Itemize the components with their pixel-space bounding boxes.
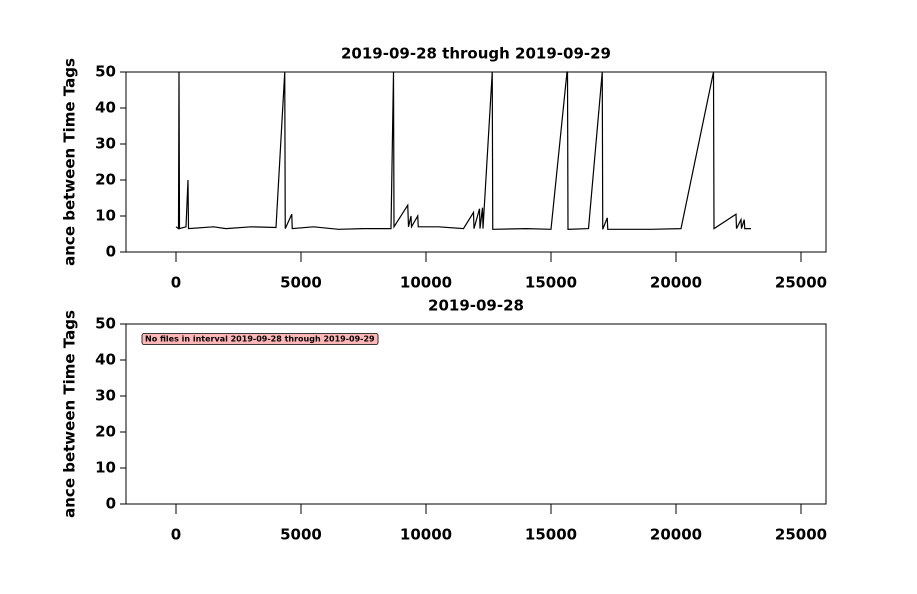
x-tick-label: 5000 [280,274,322,292]
y-axis-label: ance between Time Tags [61,310,79,518]
y-tick-label: 0 [106,243,116,261]
y-axis-label: ance between Time Tags [61,58,79,266]
x-tick-label: 20000 [650,274,702,292]
y-tick-label: 10 [95,207,116,225]
x-tick-label: 20000 [650,526,702,544]
y-tick-label: 10 [95,459,116,477]
y-tick-label: 40 [95,99,116,117]
annotation-box [141,333,379,345]
chart-title: 2019-09-28 [428,297,524,315]
x-tick-label: 15000 [525,526,577,544]
y-tick-label: 30 [95,387,116,405]
x-tick-label: 0 [171,274,181,292]
y-tick-label: 0 [106,495,116,513]
x-tick-label: 5000 [280,526,322,544]
x-tick-label: 25000 [775,526,827,544]
x-tick-label: 10000 [400,526,452,544]
y-tick-label: 20 [95,171,116,189]
x-tick-label: 15000 [525,274,577,292]
data-line [175,71,751,230]
plot-frame [125,323,827,505]
x-tick-label: 25000 [775,274,827,292]
plot-frame [125,71,827,253]
y-tick-label: 20 [95,423,116,441]
y-tick-label: 40 [95,351,116,369]
y-tick-label: 50 [95,315,116,333]
x-tick-label: 10000 [400,274,452,292]
annotation-text: No files in interval 2019-09-28 through … [145,335,375,344]
y-tick-label: 50 [95,63,116,81]
chart-title: 2019-09-28 through 2019-09-29 [341,45,611,63]
x-tick-label: 0 [171,526,181,544]
annotation: No files in interval 2019-09-28 through … [141,333,379,345]
y-tick-label: 30 [95,135,116,153]
